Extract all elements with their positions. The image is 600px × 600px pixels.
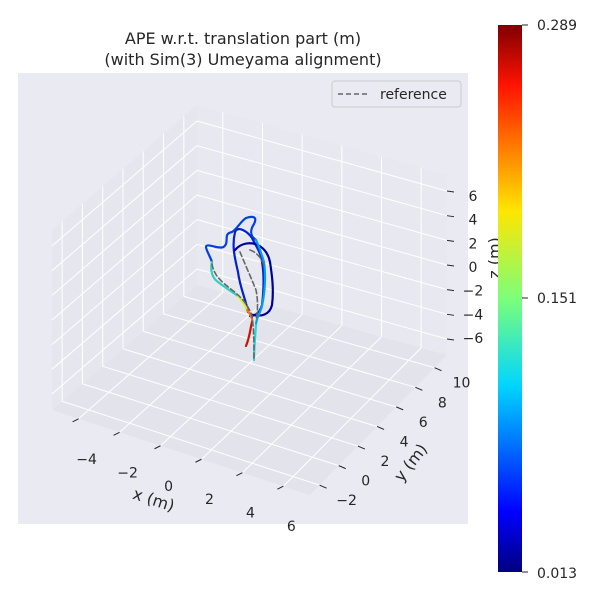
y-grid-line (82, 383, 339, 467)
z-tick-label: −4 (463, 307, 484, 323)
y-grid-line (122, 348, 378, 427)
y-tick (396, 406, 404, 411)
trajectory-segment (254, 238, 267, 327)
z-grid-line (51, 268, 198, 395)
y-grid-line (143, 330, 397, 408)
z-grid-line (196, 219, 448, 291)
z-grid-line (196, 120, 448, 192)
y-grid-line (102, 365, 359, 447)
trajectory-segment (210, 260, 240, 298)
trajectory-segment (204, 215, 258, 264)
z-tick (446, 264, 455, 267)
y-tick-label: 8 (438, 395, 447, 411)
x-tick (195, 458, 202, 463)
x-grid-line (119, 302, 263, 433)
x-tick-label: 0 (164, 479, 173, 495)
x-tick-label: −2 (117, 465, 138, 481)
z-tick-label: 2 (469, 236, 478, 252)
y-grid-line (61, 400, 320, 486)
x-tick (236, 472, 243, 477)
axes-panes (52, 105, 447, 495)
x-tick (113, 431, 120, 436)
y-tick (376, 426, 385, 430)
z-tick (446, 338, 455, 341)
colorbar-gradient (498, 25, 522, 572)
x-grid-line (78, 291, 224, 420)
x-grid-line (160, 314, 303, 447)
z-tick (446, 313, 455, 316)
x-tick-label: 4 (246, 506, 255, 522)
floor-pane (52, 285, 447, 495)
z-tick-label: −6 (463, 331, 484, 347)
grid-lines (51, 112, 455, 490)
chart-title-line2: (with Sim(3) Umeyama alignment) (104, 50, 381, 69)
x-grid-line (242, 336, 382, 474)
z-tick-label: 6 (469, 189, 478, 205)
x-tick-label: 2 (205, 492, 214, 508)
x-tick-label: 6 (287, 519, 296, 535)
trajectory-segment (236, 294, 249, 312)
z-tick (446, 190, 455, 193)
legend-box (331, 80, 462, 108)
legend: reference (331, 80, 462, 108)
trajectory (204, 215, 274, 362)
z-tick (446, 289, 455, 292)
colorbar-tick-label: 0.289 (537, 18, 577, 34)
x-grid-line (283, 347, 422, 487)
y-tick (434, 367, 442, 372)
y-tick-label: 0 (361, 474, 370, 490)
y-tick (415, 386, 423, 391)
z-grid-line (51, 120, 198, 247)
colorbar-tick-label: 0.151 (537, 291, 577, 307)
z-tick-label: −2 (463, 284, 484, 300)
x-tick (154, 445, 161, 450)
z-grid-line (51, 194, 198, 321)
y-tick-label: 6 (419, 415, 428, 431)
y-tick-label: 4 (400, 434, 409, 450)
y-tick (319, 484, 327, 489)
x-tick-label: −4 (76, 452, 97, 468)
y-tick-label: −2 (336, 493, 357, 509)
legend-label-reference: reference (380, 87, 447, 103)
x-tick (72, 418, 79, 423)
z-grid-line (51, 219, 198, 346)
colorbar: 0.289 0.151 0.013 (498, 18, 577, 582)
z-grid-line (51, 145, 198, 272)
y-tick (338, 465, 346, 470)
reference-trajectory (211, 249, 265, 361)
colorbar-tick-label: 0.013 (537, 566, 577, 582)
z-grid-line (196, 169, 448, 241)
y-grid-line (183, 295, 435, 369)
z-tick (446, 239, 455, 242)
trajectory-segment (244, 320, 254, 348)
z-tick-label: 0 (469, 260, 478, 276)
y-tick-label: 10 (453, 376, 471, 392)
chart-title-line1: APE w.r.t. translation part (m) (125, 29, 361, 48)
z-grid-line (196, 194, 448, 266)
x-grid-line (201, 325, 343, 460)
y-tick (357, 445, 366, 450)
x-tick (277, 485, 284, 490)
z-grid-line (51, 243, 198, 370)
z-grid-line (196, 145, 448, 217)
trajectory-segment (233, 242, 274, 317)
y-grid-line (163, 313, 416, 388)
z-tick-label: 4 (469, 213, 478, 229)
y-tick-label: 2 (380, 454, 389, 470)
z-tick (446, 215, 455, 218)
z-grid-line (196, 243, 448, 315)
z-grid-line (51, 169, 198, 296)
